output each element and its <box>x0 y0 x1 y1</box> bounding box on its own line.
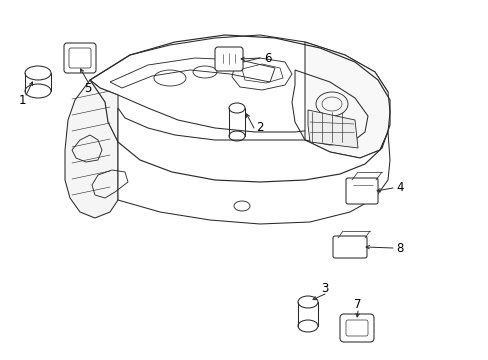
Polygon shape <box>305 42 389 158</box>
Polygon shape <box>90 35 387 132</box>
FancyBboxPatch shape <box>215 47 243 71</box>
Text: 7: 7 <box>353 298 361 311</box>
Text: 6: 6 <box>264 51 271 64</box>
FancyBboxPatch shape <box>332 236 366 258</box>
Text: 1: 1 <box>18 94 26 107</box>
Text: 4: 4 <box>395 181 403 194</box>
Text: 3: 3 <box>321 282 328 294</box>
Polygon shape <box>118 108 389 224</box>
FancyBboxPatch shape <box>346 178 377 204</box>
Text: 5: 5 <box>84 81 92 94</box>
Text: 8: 8 <box>395 242 403 255</box>
Text: 2: 2 <box>256 121 263 135</box>
Polygon shape <box>307 110 357 148</box>
Polygon shape <box>65 80 118 218</box>
FancyBboxPatch shape <box>339 314 373 342</box>
FancyBboxPatch shape <box>64 43 96 73</box>
